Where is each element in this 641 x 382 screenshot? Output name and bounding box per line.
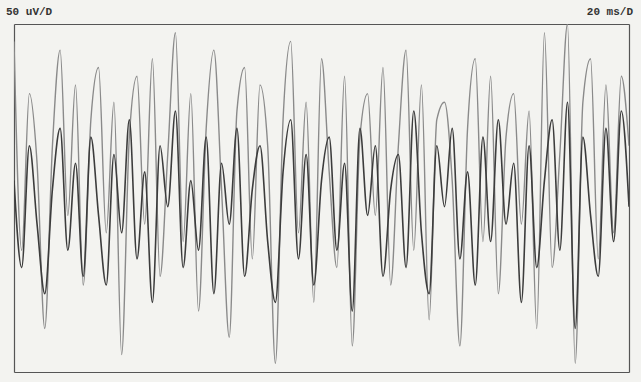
x-axis-top [15,24,630,25]
plot-area [14,24,629,363]
y-axis-right-line [629,25,630,373]
y-scale-label: 50 uV/D [6,6,53,18]
x-scale-label: 20 ms/D [587,6,634,18]
background [0,0,641,382]
trace [14,102,629,328]
x-axis-line [15,372,630,373]
trace [14,24,629,363]
x-axis [15,372,630,373]
chart: 50 uV/D 20 ms/D [0,0,641,382]
y-axis-right [629,25,630,373]
x-axis-top-line [15,24,630,25]
